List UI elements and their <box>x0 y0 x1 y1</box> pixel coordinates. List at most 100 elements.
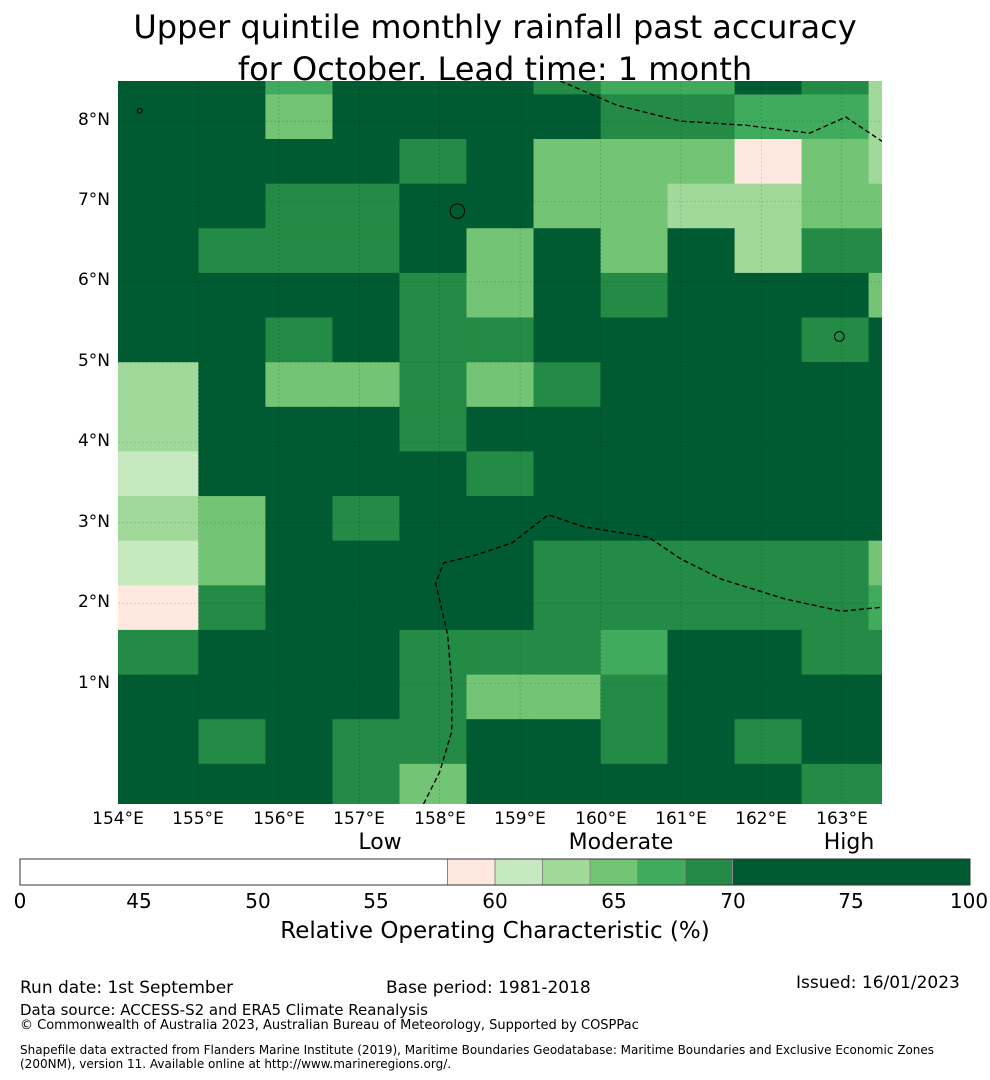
roc-cell <box>118 406 200 453</box>
roc-cell <box>533 81 602 96</box>
roc-cell <box>801 763 870 804</box>
roc-cell <box>118 81 200 96</box>
shapefile-credit-line-1: Shapefile data extracted from Flanders M… <box>20 1043 935 1057</box>
roc-cell <box>667 272 736 319</box>
lon-label: 157°E <box>333 809 385 829</box>
lon-label: 159°E <box>494 809 546 829</box>
roc-cell <box>198 317 267 363</box>
roc-cell <box>533 406 602 453</box>
roc-cell <box>667 183 736 229</box>
roc-cell <box>332 183 401 229</box>
lat-label: 1°N <box>77 673 110 693</box>
roc-cell <box>399 362 468 408</box>
roc-cell <box>399 496 468 542</box>
roc-cell <box>868 406 882 453</box>
roc-cell <box>600 496 669 542</box>
map-title: Upper quintile monthly rainfall past acc… <box>0 6 990 90</box>
roc-cell <box>667 317 736 363</box>
roc-cell <box>734 183 803 229</box>
roc-cell <box>118 719 200 765</box>
roc-cell <box>198 496 267 542</box>
roc-cell <box>801 183 870 229</box>
roc-cell <box>600 94 669 140</box>
roc-cell <box>265 81 334 96</box>
roc-cell <box>198 362 267 408</box>
roc-cell <box>198 81 267 96</box>
roc-cell <box>198 629 267 676</box>
roc-cell <box>734 94 803 140</box>
roc-cell <box>667 81 736 96</box>
roc-cell <box>332 629 401 676</box>
lon-label: 154°E <box>92 809 144 829</box>
roc-cell <box>198 228 267 274</box>
roc-cell <box>801 317 870 363</box>
roc-cell <box>118 540 200 586</box>
roc-cell <box>399 94 468 140</box>
colorbar-tick: 70 <box>720 889 746 913</box>
roc-cell <box>533 540 602 586</box>
roc-cell <box>399 228 468 274</box>
roc-cell <box>399 674 468 720</box>
roc-cell <box>265 272 334 319</box>
lat-label: 6°N <box>77 270 110 290</box>
shapefile-credit-line-2: (200NM), version 11. Available online at… <box>20 1057 452 1071</box>
roc-cell <box>265 719 334 765</box>
colorbar-tick: 60 <box>482 889 508 913</box>
copyright: © Commonwealth of Australia 2023, Austra… <box>20 1018 639 1033</box>
roc-cell <box>198 272 267 319</box>
lon-label: 156°E <box>253 809 305 829</box>
roc-cell <box>600 763 669 804</box>
roc-cell <box>734 496 803 542</box>
roc-cell <box>533 585 602 631</box>
roc-cell <box>801 272 870 319</box>
roc-cell <box>399 629 468 676</box>
roc-cell <box>600 317 669 363</box>
roc-cell <box>734 317 803 363</box>
title-line-1: Upper quintile monthly rainfall past acc… <box>133 8 857 46</box>
roc-cell <box>667 585 736 631</box>
roc-cell <box>332 674 401 720</box>
roc-cell <box>600 228 669 274</box>
roc-cell <box>600 674 669 720</box>
colorbar-tick: 100 <box>949 889 989 913</box>
roc-cell <box>533 719 602 765</box>
colorbar-segment <box>447 859 495 885</box>
category-high: High <box>823 830 875 855</box>
roc-cell <box>801 362 870 408</box>
roc-cell <box>600 362 669 408</box>
base-period: Base period: 1981-2018 <box>386 978 591 998</box>
roc-cell <box>399 719 468 765</box>
roc-cell <box>198 139 267 185</box>
roc-cell <box>265 183 334 229</box>
roc-cell <box>118 272 200 319</box>
roc-cell <box>734 719 803 765</box>
roc-cell <box>399 139 468 185</box>
roc-cell <box>466 540 535 586</box>
roc-cell <box>466 496 535 542</box>
lon-label: 161°E <box>655 809 707 829</box>
roc-cell <box>399 183 468 229</box>
roc-cell <box>118 317 200 363</box>
roc-cell <box>801 81 870 96</box>
data-source: Data source: ACCESS-S2 and ERA5 Climate … <box>20 1001 428 1019</box>
maritime-boundary <box>560 81 882 142</box>
roc-cell <box>332 317 401 363</box>
roc-cell <box>734 629 803 676</box>
roc-cell <box>265 362 334 408</box>
colorbar-frame <box>19 858 971 886</box>
roc-cell <box>466 674 535 720</box>
colorbar-tick: 0 <box>13 889 27 913</box>
roc-cell <box>198 94 267 140</box>
roc-cell <box>801 228 870 274</box>
roc-cell <box>600 629 669 676</box>
lat-label: 7°N <box>77 190 110 210</box>
roc-cell <box>466 317 535 363</box>
roc-cell <box>600 585 669 631</box>
colorbar-segment <box>590 859 638 885</box>
roc-cell <box>868 228 882 274</box>
roc-cell <box>734 228 803 274</box>
roc-cell <box>466 719 535 765</box>
roc-cell <box>533 763 602 804</box>
roc-cell <box>265 496 334 542</box>
roc-cell <box>734 585 803 631</box>
